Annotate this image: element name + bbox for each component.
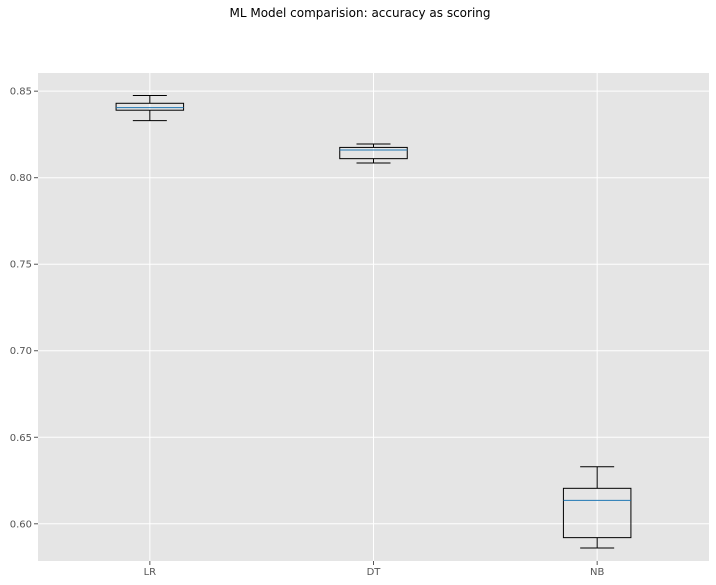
box-plot-lr [115,94,185,122]
y-tick-label: 0.75 [10,260,32,271]
box-body [562,487,632,539]
box-plot-nb [562,466,632,549]
chart-title: ML Model comparision: accuracy as scorin… [229,6,490,20]
box-plot-dt [339,143,408,164]
y-tick-label: 0.65 [10,433,32,444]
axes: 0.60 0.65 0.70 0.75 0.80 0.85 LR DT NB [10,87,605,578]
box-body [339,146,408,160]
y-tick-label: 0.80 [10,173,32,184]
grid-lines [38,73,709,561]
box-plots [115,94,632,549]
x-tick-label: DT [367,567,382,578]
box-body [115,102,185,111]
y-tick-label: 0.85 [10,87,32,98]
y-tick-label: 0.70 [10,346,32,357]
x-tick-label: LR [144,567,157,578]
x-tick-label: NB [590,567,604,578]
y-tick-label: 0.60 [10,519,32,530]
